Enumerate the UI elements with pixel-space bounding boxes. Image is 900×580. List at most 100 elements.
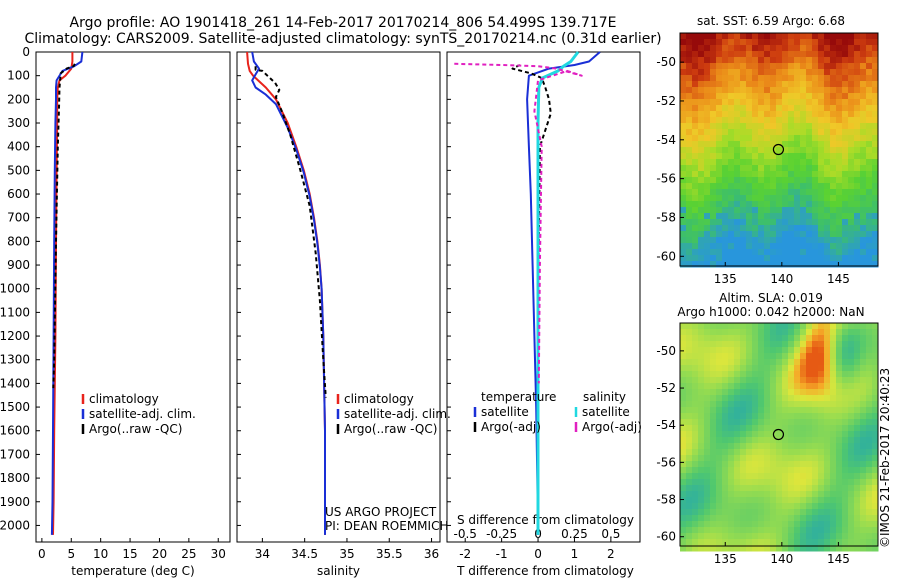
sla-map-cell — [698, 461, 705, 468]
sst-map-cell — [836, 153, 843, 160]
sla-map-cell — [698, 431, 705, 438]
sst-map-cell — [788, 177, 795, 184]
sst-map-cell — [722, 243, 729, 250]
sla-map-cell — [782, 521, 789, 528]
sst-map-cell — [752, 153, 759, 160]
sst-map-cell — [734, 195, 741, 202]
sla-map-cell — [782, 389, 789, 396]
sla-map-cell — [806, 431, 813, 438]
sla-map-cell — [692, 395, 699, 402]
sla-map-cell — [692, 473, 699, 480]
sla-map-cell — [752, 539, 759, 546]
difference-panel-frame — [446, 51, 641, 543]
sst-map-cell — [686, 75, 693, 82]
sst-map-cell — [704, 207, 711, 214]
sla-map-cell — [788, 491, 795, 498]
sst-map-cell — [728, 213, 735, 220]
sla-map-cell — [686, 407, 693, 414]
sst-map-cell — [728, 87, 735, 94]
sla-map-cell — [806, 527, 813, 534]
sla-map-cell — [734, 485, 741, 492]
sst-map-cell — [764, 123, 771, 130]
sst-map-cell — [872, 51, 879, 58]
sst-map-cell — [698, 129, 705, 136]
sla-map-cell — [728, 485, 735, 492]
sst-map-cell — [794, 207, 801, 214]
sla-map-cell — [842, 455, 849, 462]
sla-map-cell — [854, 437, 861, 444]
sst-map-cell — [788, 51, 795, 58]
sst-map-cell — [842, 123, 849, 130]
sst-map-cell — [854, 213, 861, 220]
sla-map-cell — [758, 335, 765, 342]
sla-map-cell — [770, 335, 777, 342]
sst-map-cell — [836, 33, 843, 40]
sst-map-cell — [860, 177, 867, 184]
imos-credit: ©IMOS 21-Feb-2017 20:40:23 — [878, 368, 892, 548]
sst-map-cell — [710, 231, 717, 238]
sla-map-cell — [686, 359, 693, 366]
sst-map-cell — [710, 111, 717, 118]
sla-map-cell — [800, 527, 807, 534]
sla-map-cell — [758, 449, 765, 456]
sla-map-cell — [806, 509, 813, 516]
sst-map-cell — [836, 117, 843, 124]
sla-map-cell — [848, 485, 855, 492]
sla-map-cell — [764, 413, 771, 420]
sla-map-cell — [860, 437, 867, 444]
sst-map-cell — [872, 99, 879, 106]
sla-map-cell — [830, 497, 837, 504]
sst-map-cell — [686, 237, 693, 244]
sla-map-cell — [686, 497, 693, 504]
sla-map-cell — [806, 407, 813, 414]
sst-map-cell — [716, 51, 723, 58]
sla-map-cell — [782, 365, 789, 372]
sla-map-cell — [776, 323, 783, 330]
sla-map-cell — [794, 413, 801, 420]
sla-map-cell — [860, 407, 867, 414]
sla-map-cell — [716, 341, 723, 348]
sla-map-xtick-label: 140 — [770, 552, 793, 566]
sst-map-cell — [824, 153, 831, 160]
sst-map-cell — [806, 147, 813, 154]
sla-map-cell — [770, 473, 777, 480]
sst-map-cell — [710, 75, 717, 82]
sst-map-cell — [752, 171, 759, 178]
sla-map-cell — [698, 503, 705, 510]
sla-map-cell — [812, 497, 819, 504]
sst-map-cell — [740, 111, 747, 118]
sst-map-cell — [872, 123, 879, 130]
sla-map-cell — [728, 389, 735, 396]
sla-map-cell — [746, 473, 753, 480]
sla-map-cell — [800, 485, 807, 492]
sla-map-cell — [848, 389, 855, 396]
sst-map-cell — [824, 147, 831, 154]
sla-map-cell — [812, 353, 819, 360]
sla-map-cell — [776, 443, 783, 450]
sla-map-cell — [806, 329, 813, 336]
sla-map-cell — [692, 419, 699, 426]
sst-map-cell — [770, 237, 777, 244]
sla-map-cell — [716, 401, 723, 408]
sla-map-cell — [716, 485, 723, 492]
sst-map-cell — [848, 213, 855, 220]
sla-map-cell — [788, 383, 795, 390]
sst-map-cell — [680, 105, 687, 112]
sst-map-cell — [824, 261, 831, 268]
sst-map-cell — [842, 177, 849, 184]
sla-map-cell — [770, 485, 777, 492]
sla-map-cell — [734, 365, 741, 372]
sla-map-cell — [818, 359, 825, 366]
sla-map-cell — [704, 401, 711, 408]
sst-map-cell — [698, 249, 705, 256]
sst-map-cell — [758, 189, 765, 196]
sst-map-cell — [758, 231, 765, 238]
sst-map-cell — [812, 81, 819, 88]
sst-map-cell — [860, 135, 867, 142]
sst-map-cell — [806, 99, 813, 106]
sst-map-cell — [770, 141, 777, 148]
sst-map-cell — [740, 105, 747, 112]
sst-map-cell — [800, 225, 807, 232]
sst-map-cell — [746, 243, 753, 250]
